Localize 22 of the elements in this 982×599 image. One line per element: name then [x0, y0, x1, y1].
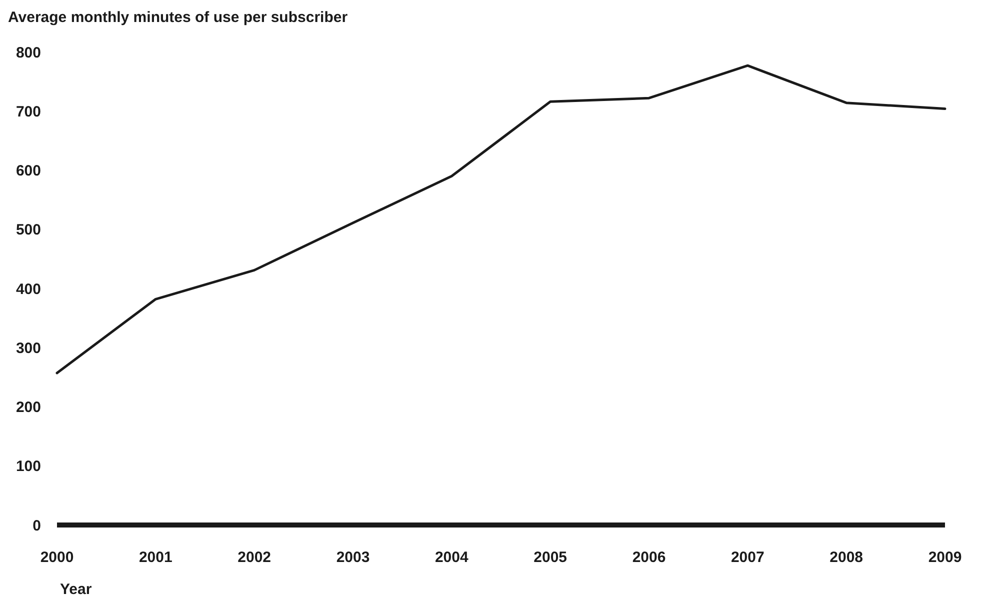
- x-tick-label: 2006: [632, 549, 666, 566]
- y-tick-label: 800: [16, 44, 41, 62]
- x-tick-label: 2000: [40, 549, 74, 566]
- y-tick-label: 600: [16, 162, 41, 180]
- y-tick-label: 400: [16, 280, 41, 298]
- x-tick-label: 2003: [336, 549, 370, 566]
- chart-title: Average monthly minutes of use per subscriber: [8, 9, 348, 26]
- y-tick-label: 0: [32, 517, 41, 534]
- x-tick-label: 2001: [138, 549, 172, 566]
- line-series: [56, 64, 946, 374]
- y-tick-label: 100: [16, 458, 41, 476]
- x-tick-label: 2008: [830, 549, 864, 566]
- y-tick-label: 200: [16, 399, 41, 416]
- x-axis-title: Year: [60, 581, 92, 598]
- x-tick-label: 2002: [238, 549, 272, 566]
- x-tick-label: 2005: [534, 549, 568, 566]
- y-tick-label: 300: [16, 340, 41, 357]
- y-tick-label: 700: [16, 103, 41, 120]
- x-tick-label: 2004: [434, 549, 470, 566]
- x-tick-label: 2007: [730, 549, 764, 566]
- x-tick-label: 2009: [928, 549, 962, 566]
- y-tick-label: 500: [16, 222, 41, 239]
